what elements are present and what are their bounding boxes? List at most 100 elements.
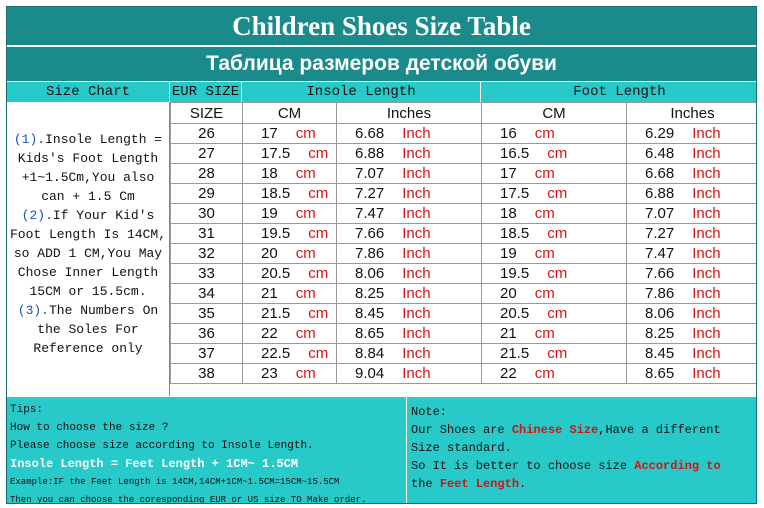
insole-cm-cell: 17 cm	[242, 123, 337, 144]
foot-inch-cell: 6.68 Inch	[626, 163, 756, 184]
eur-size-cell: 30	[170, 203, 243, 224]
size-row: 35 21.5 cm 8.45 Inch 20.5 cm 8.06 Inch	[170, 303, 756, 324]
page-subtitle: Таблица размеров детской обуви	[7, 45, 756, 81]
foot-cm-cell: 20 cm	[481, 283, 627, 304]
insole-inch-cell: 8.84 Inch	[336, 343, 482, 364]
subheader-size: SIZE	[170, 102, 243, 124]
header-eur-size: EUR SIZE	[170, 82, 242, 102]
foot-cm-cell: 19.5 cm	[481, 263, 627, 284]
eur-size-cell: 34	[170, 283, 243, 304]
subheader-row: SIZE CM Inches CM Inches	[170, 102, 756, 124]
note-line-4: the Feet Length.	[411, 477, 527, 491]
size-row: 31 19.5 cm 7.66 Inch 18.5 cm 7.27 Inch	[170, 223, 756, 244]
insole-inch-cell: 7.07 Inch	[336, 163, 482, 184]
eur-size-cell: 31	[170, 223, 243, 244]
size-chart-notes: (1).Insole Length = Kids's Foot Length +…	[7, 102, 170, 396]
note-1-text: Insole Length = Kids's Foot Length +1~1.…	[17, 132, 163, 204]
size-row: 36 22 cm 8.65 Inch 21 cm 8.25 Inch	[170, 323, 756, 344]
tips-label: Tips:	[10, 404, 44, 416]
eur-size-cell: 33	[170, 263, 243, 284]
insole-inch-cell: 6.68 Inch	[336, 123, 482, 144]
eur-size-cell: 35	[170, 303, 243, 324]
foot-inch-cell: 6.48 Inch	[626, 143, 756, 164]
insole-cm-cell: 17.5 cm	[242, 143, 337, 164]
insole-cm-cell: 22 cm	[242, 323, 337, 344]
insole-inch-cell: 6.88 Inch	[336, 143, 482, 164]
note-line-3: So It is better to choose size According…	[411, 459, 721, 473]
insole-cm-cell: 20 cm	[242, 243, 337, 264]
note-panel: Note: Our Shoes are Chinese Size,Have a …	[407, 397, 756, 503]
size-row: 33 20.5 cm 8.06 Inch 19.5 cm 7.66 Inch	[170, 263, 756, 284]
insole-cm-cell: 22.5 cm	[242, 343, 337, 364]
size-row: 30 19 cm 7.47 Inch 18 cm 7.07 Inch	[170, 203, 756, 224]
eur-size-cell: 32	[170, 243, 243, 264]
eur-size-cell: 26	[170, 123, 243, 144]
size-row: 27 17.5 cm 6.88 Inch 16.5 cm 6.48 Inch	[170, 143, 756, 164]
foot-inch-cell: 7.47 Inch	[626, 243, 756, 264]
size-row: 28 18 cm 7.07 Inch 17 cm 6.68 Inch	[170, 163, 756, 184]
foot-cm-cell: 21.5 cm	[481, 343, 627, 364]
size-grid: SIZE CM Inches CM Inches 26 17 cm 6.68 Inch 1…	[170, 102, 756, 384]
size-row: 29 18.5 cm 7.27 Inch 17.5 cm 6.88 Inch	[170, 183, 756, 204]
note-line-1: Our Shoes are Chinese Size,Have a differ…	[411, 423, 721, 437]
foot-inch-cell: 6.88 Inch	[626, 183, 756, 204]
eur-size-cell: 27	[170, 143, 243, 164]
tips-example: Example:IF the Feet Length is 14CM,14CM+…	[10, 477, 340, 487]
insole-inch-cell: 8.06 Inch	[336, 263, 482, 284]
size-row: 37 22.5 cm 8.84 Inch 21.5 cm 8.45 Inch	[170, 343, 756, 364]
insole-inch-cell: 7.27 Inch	[336, 183, 482, 204]
foot-cm-cell: 21 cm	[481, 323, 627, 344]
foot-inch-cell: 8.06 Inch	[626, 303, 756, 324]
note-3-number: (3).	[17, 303, 49, 318]
insole-cm-cell: 23 cm	[242, 363, 337, 384]
subheader-insole-inches: Inches	[336, 102, 482, 124]
eur-size-cell: 37	[170, 343, 243, 364]
insole-cm-cell: 21.5 cm	[242, 303, 337, 324]
header-size-chart: Size Chart	[7, 82, 170, 102]
tips-line-1: How to choose the size ?	[10, 422, 169, 434]
foot-inch-cell: 8.25 Inch	[626, 323, 756, 344]
eur-size-cell: 38	[170, 363, 243, 384]
subheader-foot-cm: CM	[481, 102, 627, 124]
foot-inch-cell: 7.66 Inch	[626, 263, 756, 284]
eur-size-cell: 29	[170, 183, 243, 204]
size-table: Children Shoes Size Table Таблица размер…	[6, 6, 757, 504]
foot-inch-cell: 8.45 Inch	[626, 343, 756, 364]
foot-cm-cell: 17 cm	[481, 163, 627, 184]
subheader-insole-cm: CM	[242, 102, 337, 124]
page-title: Children Shoes Size Table	[7, 7, 756, 45]
insole-inch-cell: 8.65 Inch	[336, 323, 482, 344]
tips-panel: Tips: How to choose the size ? Please ch…	[7, 397, 407, 504]
foot-cm-cell: 18.5 cm	[481, 223, 627, 244]
foot-cm-cell: 18 cm	[481, 203, 627, 224]
eur-size-cell: 36	[170, 323, 243, 344]
note-3-text: The Numbers On the Soles For Reference o…	[33, 303, 159, 356]
note-label: Note:	[411, 405, 448, 419]
size-row: 34 21 cm 8.25 Inch 20 cm 7.86 Inch	[170, 283, 756, 304]
insole-cm-cell: 20.5 cm	[242, 263, 337, 284]
tips-line-2: Please choose size according to Insole L…	[10, 440, 314, 452]
insole-inch-cell: 7.47 Inch	[336, 203, 482, 224]
foot-cm-cell: 16.5 cm	[481, 143, 627, 164]
foot-inch-cell: 8.65 Inch	[626, 363, 756, 384]
note-2-number: (2).	[21, 208, 53, 223]
tips-formula: Insole Length = Feet Length + 1CM~ 1.5CM	[10, 457, 299, 471]
header-insole-length: Insole Length	[242, 82, 481, 102]
size-row: 32 20 cm 7.86 Inch 19 cm 7.47 Inch	[170, 243, 756, 264]
subheader-foot-inches: Inches	[626, 102, 756, 124]
insole-cm-cell: 21 cm	[242, 283, 337, 304]
tips-line-3: Then you can choose the coresponding EUR…	[10, 495, 367, 504]
note-line-2: Size standard.	[411, 441, 512, 455]
foot-inch-cell: 7.27 Inch	[626, 223, 756, 244]
insole-inch-cell: 7.66 Inch	[336, 223, 482, 244]
foot-cm-cell: 19 cm	[481, 243, 627, 264]
insole-cm-cell: 19 cm	[242, 203, 337, 224]
note-1-number: (1).	[13, 132, 46, 147]
foot-inch-cell: 7.07 Inch	[626, 203, 756, 224]
insole-cm-cell: 18 cm	[242, 163, 337, 184]
eur-size-cell: 28	[170, 163, 243, 184]
size-row: 26 17 cm 6.68 Inch 16 cm 6.29 Inch	[170, 123, 756, 144]
foot-inch-cell: 6.29 Inch	[626, 123, 756, 144]
foot-cm-cell: 17.5 cm	[481, 183, 627, 204]
insole-inch-cell: 8.25 Inch	[336, 283, 482, 304]
